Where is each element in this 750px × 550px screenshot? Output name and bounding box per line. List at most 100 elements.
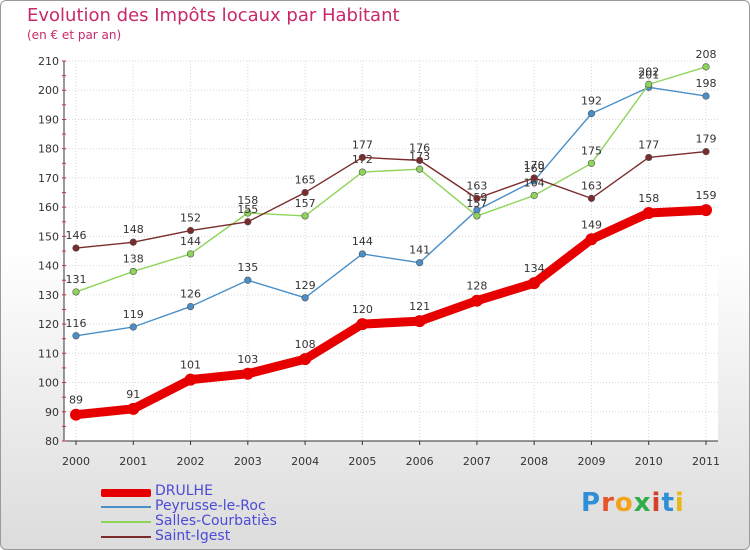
data-label-drulhe: 158	[638, 192, 659, 205]
legend-swatch-peyrusse-le-roc	[101, 506, 151, 508]
y-tick-label: 110	[38, 347, 59, 360]
data-label-saint-igest: 155	[237, 203, 258, 216]
data-label-drulhe: 120	[352, 303, 373, 316]
y-tick-label: 120	[38, 318, 59, 331]
data-label-drulhe: 149	[581, 218, 602, 231]
legend-label-salles-courbaties: Salles-Courbatiès	[155, 513, 277, 529]
proxiti-logo: Proxiti	[581, 488, 685, 518]
series-line-salles-courbaties	[75, 66, 707, 293]
y-tick-label: 140	[38, 260, 59, 273]
point-salles-courbaties	[587, 159, 596, 167]
point-drulhe	[470, 294, 483, 307]
data-label-saint-igest: 152	[180, 212, 201, 225]
point-saint-igest	[301, 188, 309, 197]
point-salles-courbaties	[186, 250, 195, 258]
point-salles-courbaties	[244, 209, 252, 217]
point-salles-courbaties	[129, 267, 137, 276]
point-peyrusse-le-roc	[416, 259, 424, 267]
x-tick-label: 2009	[577, 455, 605, 468]
logo-letter: P	[581, 488, 602, 518]
point-drulhe	[642, 207, 655, 219]
data-label-peyrusse-le-roc: 116	[66, 317, 87, 330]
y-tick-label: 170	[38, 172, 59, 185]
y-tick-label: 190	[38, 113, 59, 126]
point-saint-igest	[416, 156, 424, 164]
x-tick-label: 2006	[406, 455, 434, 468]
data-label-drulhe: 134	[524, 262, 545, 275]
data-label-drulhe: 159	[696, 189, 717, 202]
data-label-drulhe: 108	[295, 338, 316, 351]
point-saint-igest	[186, 226, 195, 235]
logo-letter: x	[633, 488, 652, 518]
point-drulhe	[184, 373, 197, 386]
point-drulhe	[413, 315, 426, 328]
point-drulhe	[585, 233, 598, 246]
y-tick-label: 200	[38, 84, 59, 97]
data-label-saint-igest: 163	[581, 179, 602, 192]
data-label-drulhe: 91	[126, 388, 140, 401]
point-peyrusse-le-roc	[72, 332, 80, 340]
data-label-salles-courbaties: 138	[123, 252, 144, 265]
point-drulhe	[356, 318, 369, 331]
data-label-peyrusse-le-roc: 192	[581, 95, 602, 108]
series-line-drulhe	[71, 205, 711, 420]
y-tick-label: 210	[38, 55, 59, 68]
data-label-drulhe: 89	[69, 394, 83, 407]
x-tick-label: 2001	[119, 455, 147, 468]
point-drulhe	[299, 353, 312, 366]
data-label-peyrusse-le-roc: 126	[180, 288, 201, 301]
data-label-peyrusse-le-roc: 119	[123, 308, 144, 321]
point-saint-igest	[244, 218, 252, 226]
data-label-saint-igest: 148	[123, 223, 144, 236]
point-saint-igest	[702, 148, 710, 156]
x-tick-label: 2002	[177, 455, 205, 468]
data-label-saint-igest: 163	[466, 179, 487, 192]
legend-label-peyrusse-le-roc: Peyrusse-le-Roc	[155, 498, 266, 514]
data-label-salles-courbaties: 202	[638, 65, 659, 78]
logo-letter: o	[614, 488, 634, 518]
point-saint-igest	[473, 194, 481, 202]
x-tick-label: 2011	[692, 455, 720, 468]
data-label-saint-igest: 165	[295, 174, 316, 187]
data-label-saint-igest: 179	[696, 133, 717, 146]
data-label-peyrusse-le-roc: 201	[638, 68, 659, 81]
x-tick-label: 2008	[520, 455, 548, 468]
point-salles-courbaties	[358, 168, 366, 176]
data-label-saint-igest: 176	[409, 141, 430, 154]
y-tick-label: 130	[38, 289, 59, 302]
series-line-peyrusse-le-roc	[75, 86, 707, 337]
data-label-salles-courbaties: 131	[66, 273, 87, 286]
x-tick-label: 2000	[62, 455, 90, 468]
point-salles-courbaties	[72, 288, 80, 296]
data-label-saint-igest: 177	[638, 138, 659, 151]
point-salles-courbaties	[645, 80, 653, 88]
data-label-peyrusse-le-roc: 198	[696, 77, 717, 90]
x-tick-label: 2010	[635, 455, 663, 468]
x-tick-label: 2004	[291, 455, 319, 468]
point-peyrusse-le-roc	[186, 302, 195, 311]
data-label-saint-igest: 170	[524, 159, 545, 172]
logo-letter: i	[651, 488, 662, 518]
legend-swatch-drulhe	[101, 489, 151, 497]
data-label-drulhe: 128	[466, 280, 487, 293]
data-label-saint-igest: 146	[66, 229, 87, 242]
point-saint-igest	[129, 238, 137, 246]
data-label-peyrusse-le-roc: 169	[524, 162, 545, 175]
point-saint-igest	[72, 244, 80, 252]
logo-letter: r	[601, 488, 615, 518]
point-salles-courbaties	[530, 191, 538, 200]
point-drulhe	[700, 204, 712, 217]
data-label-drulhe: 101	[180, 359, 201, 372]
data-label-salles-courbaties: 208	[696, 48, 717, 61]
point-drulhe	[528, 277, 541, 290]
legend-label-saint-igest: Saint-Igest	[155, 528, 231, 544]
data-label-peyrusse-le-roc: 141	[409, 244, 430, 257]
point-drulhe	[70, 408, 82, 421]
data-label-peyrusse-le-roc: 129	[295, 279, 316, 292]
point-salles-courbaties	[416, 165, 424, 173]
logo-letter: i	[674, 488, 685, 518]
point-peyrusse-le-roc	[301, 294, 309, 302]
y-tick-label: 80	[45, 435, 59, 448]
